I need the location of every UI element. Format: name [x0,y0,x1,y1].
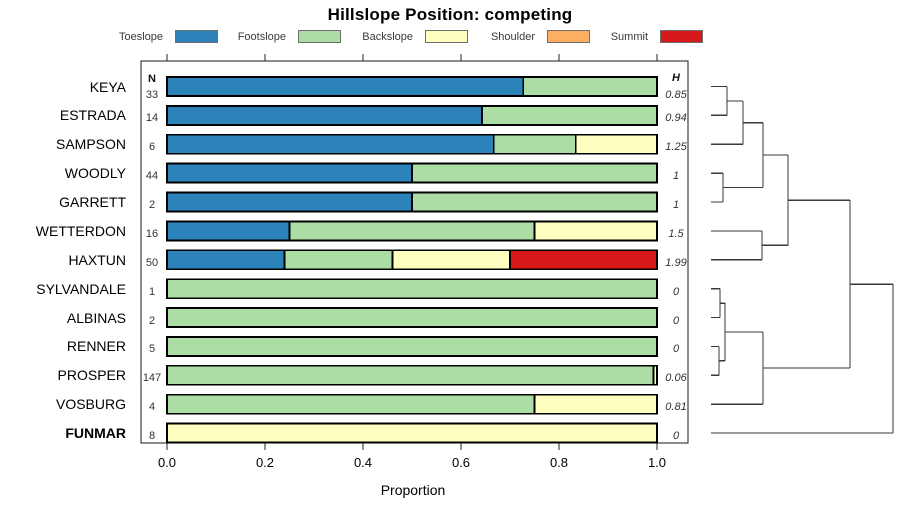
h-value: 0 [672,314,680,327]
n-value: 33 [145,88,159,101]
bar-segment-footslope [481,104,658,126]
bar-segment-footslope [288,220,536,242]
row-label-garrett: GARRETT [59,194,126,211]
row-label-sylvandale: SYLVANDALE [36,280,126,297]
bar-segment-backslope [652,364,658,386]
n-value: 44 [145,170,159,183]
n-value: 1 [148,285,156,298]
row-label-wetterdon: WETTERDON [35,222,126,239]
x-tick-label: 0.8 [549,455,569,470]
legend-swatch-toeslope [175,30,218,43]
bar-segment-backslope [166,422,658,444]
legend-label-summit: Summit [610,31,648,43]
row-label-renner: RENNER [66,338,126,355]
bar-segment-toeslope [166,249,286,271]
legend-swatch-footslope [298,30,341,43]
bar-segment-footslope [166,278,658,300]
chart-title: Hillslope Position: competing [327,5,573,24]
bar-segment-footslope [166,364,655,386]
x-tick-label: 0.0 [157,455,177,470]
bar-segment-backslope [391,249,511,271]
bar-segment-footslope [283,249,394,271]
bar-segment-toeslope [166,104,483,126]
h-value: 0.06 [665,372,687,385]
x-tick-label: 0.2 [255,455,275,470]
n-value: 6 [148,141,156,154]
bar-segment-backslope [533,220,658,242]
row-label-prosper: PROSPER [57,367,126,384]
legend-swatch-shoulder [547,30,590,43]
row-label-sampson: SAMPSON [55,136,126,153]
bar-segment-backslope [574,133,658,155]
row-label-estrada: ESTRADA [59,107,126,124]
row-label-albinas: ALBINAS [66,309,126,326]
n-column-header: N [148,73,156,85]
n-value: 14 [145,112,159,125]
bar-segment-footslope [166,336,658,357]
bar-segment-summit [509,249,658,271]
row-label-haxtun: HAXTUN [68,251,126,268]
h-value: 0.81 [665,401,687,414]
bar-segment-toeslope [166,162,413,184]
n-value: 8 [148,430,156,443]
bar-segment-toeslope [166,133,495,155]
row-label-woodly: WOODLY [64,165,126,182]
bar-segment-toeslope [166,76,525,97]
h-value: 1 [672,199,680,212]
h-value: 1 [672,170,680,183]
x-tick-label: 0.4 [353,455,373,470]
bar-segment-footslope [166,393,536,415]
h-value: 0.85 [665,88,687,101]
x-axis-label: Proportion [380,482,446,498]
h-value: 1.99 [665,256,687,269]
bar-segment-backslope [533,393,658,415]
legend-swatch-backslope [425,30,468,43]
h-column-header: H [672,72,680,84]
h-value: 0 [672,430,680,443]
bar-segment-footslope [166,307,658,328]
n-value: 147 [142,372,162,385]
row-label-funmar: FUNMAR [65,425,126,442]
legend-swatch-summit [660,30,703,43]
row-label-vosburg: VOSBURG [55,396,126,413]
bar-segment-footslope [411,191,658,213]
n-value: 2 [148,314,156,327]
bar-segment-footslope [492,133,577,155]
n-value: 50 [145,256,159,269]
n-value: 2 [148,199,156,212]
h-value: 0 [672,343,680,356]
h-value: 1.25 [665,141,687,154]
legend-label-backslope: Backslope [362,31,413,43]
legend-label-shoulder: Shoulder [490,31,535,43]
h-value: 0 [672,285,680,298]
bar-segment-footslope [522,76,658,97]
legend-label-footslope: Footslope [237,31,286,43]
x-tick-label: 0.6 [451,455,471,470]
h-value: 0.94 [665,112,687,125]
legend-label-toeslope: Toeslope [118,31,163,43]
n-value: 5 [148,343,156,356]
n-value: 4 [148,401,156,414]
row-label-keya: KEYA [89,78,126,95]
h-value: 1.5 [668,227,684,240]
n-value: 16 [145,227,159,240]
bar-segment-toeslope [166,220,291,242]
bar-segment-footslope [411,162,658,184]
x-tick-label: 1.0 [647,455,667,470]
bar-segment-toeslope [166,191,413,213]
